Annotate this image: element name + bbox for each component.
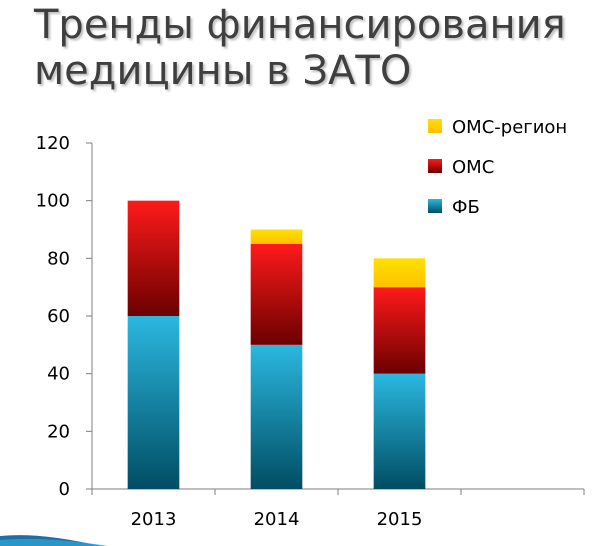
y-tick-label: 80 — [47, 248, 70, 269]
x-tick-label: 2014 — [254, 509, 300, 530]
bar-2015-0 — [373, 373, 426, 489]
legend-swatch — [428, 159, 442, 173]
slide-title-line-1: Тренды финансирования — [34, 2, 566, 48]
y-tick-label: 120 — [36, 133, 70, 154]
slide-title: Тренды финансирования медицины в ЗАТО — [34, 2, 604, 94]
legend-swatch — [428, 119, 442, 133]
legend-label: ОМС — [452, 157, 494, 178]
bar-2014-2 — [250, 229, 303, 244]
y-tick-label: 60 — [47, 306, 70, 327]
bar-2014-1 — [250, 243, 303, 345]
y-tick-label: 40 — [47, 364, 70, 385]
corner-swoosh-decoration — [0, 522, 110, 546]
legend-label: ФБ — [452, 197, 480, 218]
slide-title-line-2: медицины в ЗАТО — [34, 48, 412, 94]
y-tick-label: 20 — [47, 421, 70, 442]
y-tick-label: 0 — [59, 479, 70, 500]
bar-2013-0 — [127, 316, 180, 489]
bar-2015-1 — [373, 287, 426, 374]
legend-label: ОМС-регион — [452, 117, 567, 138]
bar-2014-0 — [250, 344, 303, 489]
legend-swatch — [428, 199, 442, 213]
y-tick-label: 100 — [36, 191, 70, 212]
bar-2015-2 — [373, 258, 426, 288]
bar-2013-1 — [127, 200, 180, 316]
x-tick-label: 2015 — [377, 509, 423, 530]
x-tick-label: 2013 — [131, 509, 177, 530]
